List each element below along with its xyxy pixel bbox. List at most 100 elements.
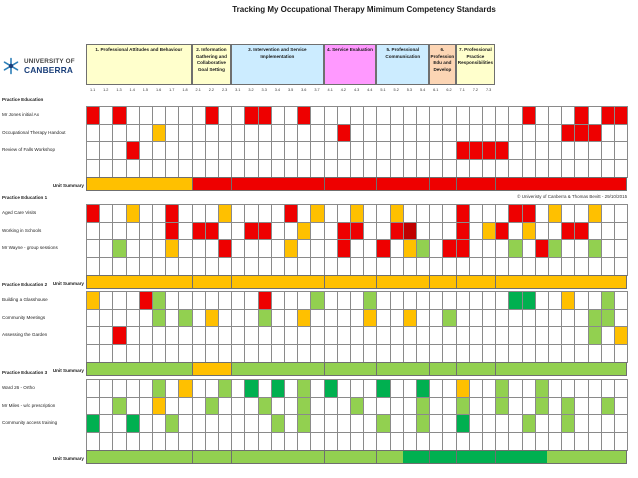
competency-cell[interactable] — [350, 105, 365, 125]
competency-cell[interactable] — [310, 203, 325, 223]
competency-cell[interactable] — [587, 257, 602, 276]
competency-cell[interactable] — [257, 308, 272, 328]
competency-cell[interactable] — [152, 290, 167, 310]
competency-cell[interactable] — [297, 378, 312, 398]
competency-cell[interactable] — [600, 414, 615, 434]
competency-cell[interactable] — [350, 290, 365, 310]
competency-cell[interactable] — [138, 290, 153, 310]
competency-cell[interactable] — [191, 123, 206, 143]
competency-cell[interactable] — [86, 432, 101, 451]
competency-cell[interactable] — [284, 344, 299, 363]
competency-cell[interactable] — [138, 326, 153, 346]
competency-cell[interactable] — [178, 203, 193, 223]
competency-cell[interactable] — [574, 290, 589, 310]
competency-cell[interactable] — [165, 141, 180, 161]
competency-cell[interactable] — [152, 344, 167, 363]
competency-cell[interactable] — [86, 239, 101, 259]
competency-cell[interactable] — [191, 105, 206, 125]
competency-cell[interactable] — [416, 396, 431, 416]
competency-cell[interactable] — [323, 203, 338, 223]
competency-cell[interactable] — [138, 257, 153, 276]
competency-cell[interactable] — [178, 432, 193, 451]
competency-cell[interactable] — [534, 257, 549, 276]
competency-cell[interactable] — [204, 221, 219, 241]
competency-cell[interactable] — [86, 105, 101, 125]
competency-cell[interactable] — [548, 203, 563, 223]
competency-cell[interactable] — [204, 378, 219, 398]
competency-cell[interactable] — [442, 221, 457, 241]
competency-cell[interactable] — [99, 308, 114, 328]
competency-cell[interactable] — [614, 159, 629, 178]
competency-cell[interactable] — [468, 239, 483, 259]
competency-cell[interactable] — [548, 257, 563, 276]
competency-cell[interactable] — [416, 378, 431, 398]
competency-cell[interactable] — [218, 414, 233, 434]
competency-cell[interactable] — [323, 123, 338, 143]
competency-cell[interactable] — [521, 221, 536, 241]
competency-cell[interactable] — [112, 396, 127, 416]
competency-cell[interactable] — [284, 326, 299, 346]
competency-cell[interactable] — [402, 239, 417, 259]
competency-cell[interactable] — [442, 290, 457, 310]
competency-cell[interactable] — [363, 221, 378, 241]
competency-cell[interactable] — [455, 396, 470, 416]
competency-cell[interactable] — [112, 221, 127, 241]
competency-cell[interactable] — [429, 105, 444, 125]
competency-cell[interactable] — [99, 432, 114, 451]
competency-cell[interactable] — [561, 290, 576, 310]
competency-cell[interactable] — [323, 159, 338, 178]
competency-cell[interactable] — [112, 432, 127, 451]
competency-cell[interactable] — [376, 308, 391, 328]
competency-cell[interactable] — [587, 344, 602, 363]
competency-cell[interactable] — [389, 344, 404, 363]
competency-cell[interactable] — [178, 290, 193, 310]
competency-cell[interactable] — [191, 239, 206, 259]
competency-cell[interactable] — [244, 396, 259, 416]
competency-cell[interactable] — [218, 290, 233, 310]
competency-cell[interactable] — [204, 239, 219, 259]
competency-cell[interactable] — [336, 239, 351, 259]
competency-cell[interactable] — [521, 105, 536, 125]
competency-cell[interactable] — [495, 257, 510, 276]
competency-cell[interactable] — [336, 105, 351, 125]
competency-cell[interactable] — [125, 414, 140, 434]
competency-cell[interactable] — [389, 326, 404, 346]
competency-cell[interactable] — [521, 344, 536, 363]
competency-cell[interactable] — [297, 290, 312, 310]
competency-cell[interactable] — [495, 221, 510, 241]
competency-cell[interactable] — [574, 344, 589, 363]
competency-cell[interactable] — [561, 378, 576, 398]
competency-cell[interactable] — [218, 378, 233, 398]
competency-cell[interactable] — [363, 141, 378, 161]
competency-cell[interactable] — [416, 414, 431, 434]
competency-cell[interactable] — [521, 414, 536, 434]
competency-cell[interactable] — [442, 257, 457, 276]
competency-cell[interactable] — [336, 221, 351, 241]
competency-cell[interactable] — [191, 344, 206, 363]
competency-cell[interactable] — [363, 239, 378, 259]
competency-cell[interactable] — [468, 344, 483, 363]
competency-cell[interactable] — [323, 344, 338, 363]
competency-cell[interactable] — [138, 396, 153, 416]
competency-cell[interactable] — [587, 396, 602, 416]
competency-cell[interactable] — [86, 290, 101, 310]
competency-cell[interactable] — [429, 290, 444, 310]
competency-cell[interactable] — [534, 159, 549, 178]
competency-cell[interactable] — [125, 141, 140, 161]
competency-cell[interactable] — [548, 326, 563, 346]
competency-cell[interactable] — [495, 396, 510, 416]
competency-cell[interactable] — [284, 396, 299, 416]
competency-cell[interactable] — [152, 308, 167, 328]
competency-cell[interactable] — [350, 159, 365, 178]
competency-cell[interactable] — [402, 159, 417, 178]
competency-cell[interactable] — [508, 344, 523, 363]
competency-cell[interactable] — [204, 105, 219, 125]
competency-cell[interactable] — [455, 257, 470, 276]
competency-cell[interactable] — [508, 308, 523, 328]
competency-cell[interactable] — [574, 159, 589, 178]
competency-cell[interactable] — [297, 344, 312, 363]
competency-cell[interactable] — [336, 159, 351, 178]
competency-cell[interactable] — [521, 257, 536, 276]
competency-cell[interactable] — [257, 344, 272, 363]
competency-cell[interactable] — [376, 378, 391, 398]
